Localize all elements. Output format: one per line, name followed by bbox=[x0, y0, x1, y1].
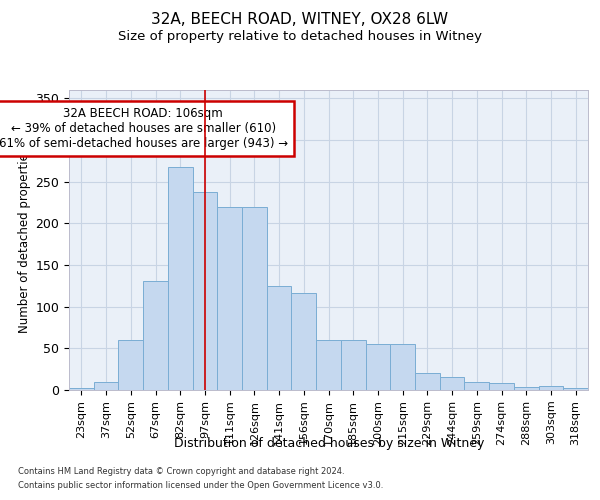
Bar bbox=[69, 388, 94, 390]
Bar bbox=[118, 340, 143, 390]
Y-axis label: Number of detached properties: Number of detached properties bbox=[18, 147, 31, 333]
Bar bbox=[514, 386, 539, 390]
Bar bbox=[365, 344, 390, 390]
Text: Contains public sector information licensed under the Open Government Licence v3: Contains public sector information licen… bbox=[18, 481, 383, 490]
Bar bbox=[341, 340, 365, 390]
Bar bbox=[415, 374, 440, 390]
Bar bbox=[464, 382, 489, 390]
Text: Size of property relative to detached houses in Witney: Size of property relative to detached ho… bbox=[118, 30, 482, 43]
Text: 32A, BEECH ROAD, WITNEY, OX28 6LW: 32A, BEECH ROAD, WITNEY, OX28 6LW bbox=[151, 12, 449, 28]
Bar bbox=[292, 292, 316, 390]
Bar bbox=[316, 340, 341, 390]
Text: Distribution of detached houses by size in Witney: Distribution of detached houses by size … bbox=[173, 438, 484, 450]
Bar bbox=[143, 281, 168, 390]
Bar bbox=[390, 344, 415, 390]
Text: Contains HM Land Registry data © Crown copyright and database right 2024.: Contains HM Land Registry data © Crown c… bbox=[18, 467, 344, 476]
Bar bbox=[217, 206, 242, 390]
Bar bbox=[193, 192, 217, 390]
Bar bbox=[440, 376, 464, 390]
Bar bbox=[168, 166, 193, 390]
Bar bbox=[563, 388, 588, 390]
Bar bbox=[539, 386, 563, 390]
Bar bbox=[267, 286, 292, 390]
Bar bbox=[94, 382, 118, 390]
Bar bbox=[489, 384, 514, 390]
Bar bbox=[242, 206, 267, 390]
Text: 32A BEECH ROAD: 106sqm
← 39% of detached houses are smaller (610)
61% of semi-de: 32A BEECH ROAD: 106sqm ← 39% of detached… bbox=[0, 106, 288, 150]
